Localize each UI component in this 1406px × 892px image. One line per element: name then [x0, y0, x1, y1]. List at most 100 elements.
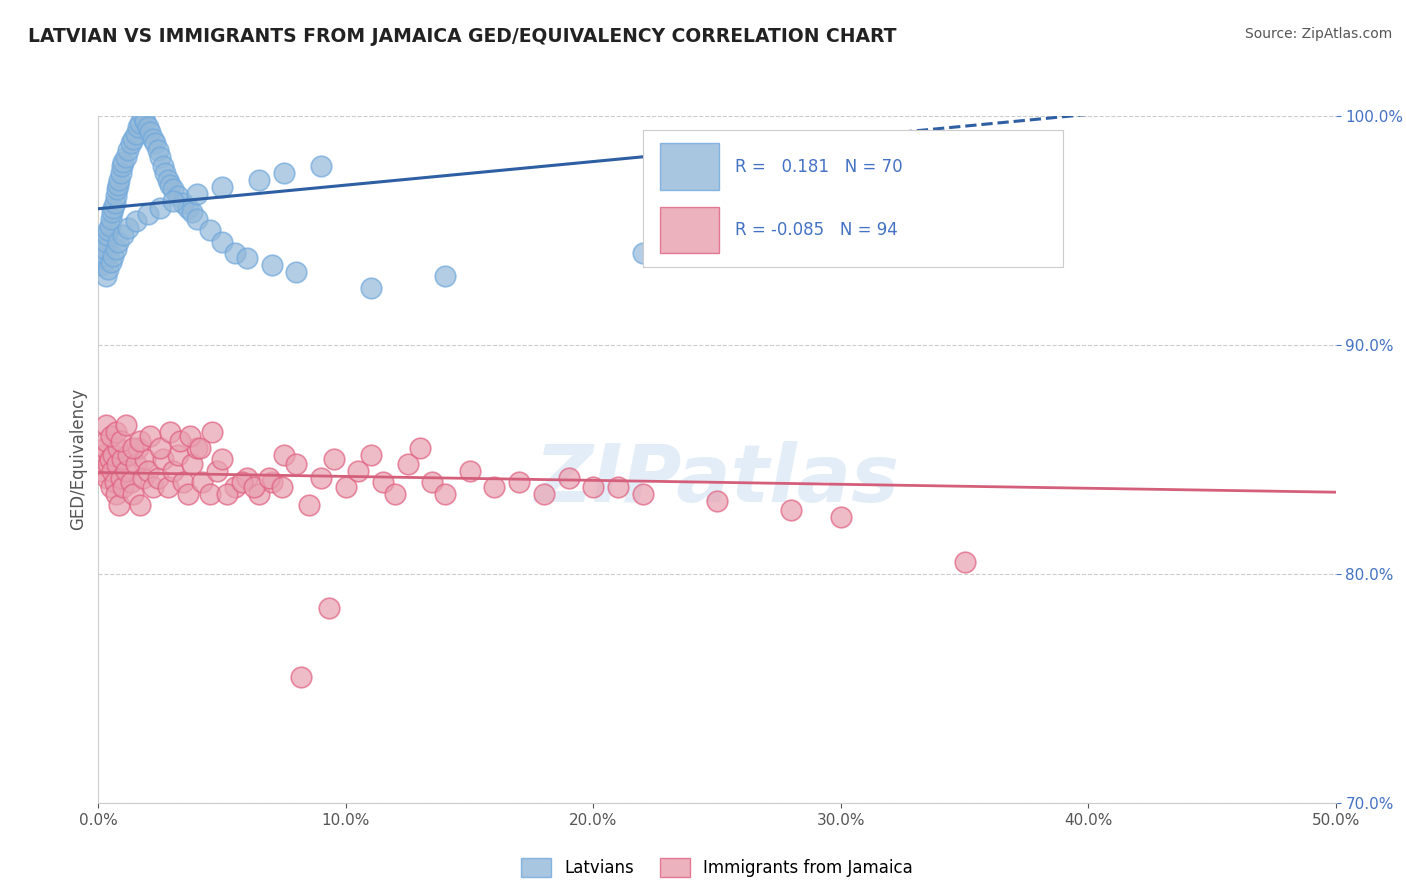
Point — [110, 471, 132, 485]
Point — [110, 166, 132, 180]
Point — [129, 434, 152, 448]
Point — [211, 180, 233, 194]
Point — [309, 471, 332, 485]
Point — [224, 480, 246, 494]
Point — [112, 480, 135, 494]
Point — [132, 471, 155, 485]
Point — [360, 281, 382, 295]
Point — [191, 475, 214, 490]
Point — [780, 502, 803, 516]
Point — [211, 452, 233, 467]
Text: LATVIAN VS IMMIGRANTS FROM JAMAICA GED/EQUIVALENCY CORRELATION CHART: LATVIAN VS IMMIGRANTS FROM JAMAICA GED/E… — [28, 27, 897, 45]
Point — [117, 144, 139, 158]
Point — [273, 166, 295, 180]
Point — [484, 480, 506, 494]
Point — [533, 487, 555, 501]
Point — [371, 475, 394, 490]
Point — [91, 457, 114, 471]
Point — [172, 475, 194, 490]
Point — [97, 262, 120, 277]
Point — [298, 498, 321, 512]
Point — [152, 159, 174, 173]
Point — [156, 480, 179, 494]
Point — [120, 136, 142, 151]
Point — [285, 457, 308, 471]
Point — [176, 201, 198, 215]
Point — [149, 201, 172, 215]
Point — [270, 480, 292, 494]
Point — [124, 128, 146, 142]
Point — [107, 235, 129, 249]
Point — [243, 480, 266, 494]
Point — [309, 159, 332, 173]
Point — [152, 452, 174, 467]
Point — [162, 194, 184, 208]
Point — [108, 173, 131, 187]
Point — [156, 173, 179, 187]
Point — [90, 258, 112, 272]
Point — [112, 154, 135, 169]
Point — [458, 464, 481, 478]
Point — [186, 441, 208, 455]
Point — [98, 452, 121, 467]
Point — [104, 487, 127, 501]
Point — [318, 601, 340, 615]
Point — [396, 457, 419, 471]
Point — [236, 251, 259, 265]
Point — [91, 251, 114, 265]
Point — [122, 132, 145, 146]
Point — [205, 464, 228, 478]
Point — [247, 487, 270, 501]
Point — [181, 457, 204, 471]
Point — [127, 441, 149, 455]
Point — [93, 242, 115, 256]
Point — [90, 464, 112, 478]
Point — [110, 434, 132, 448]
Point — [124, 457, 146, 471]
Point — [433, 487, 456, 501]
Point — [114, 418, 136, 433]
Point — [159, 425, 181, 439]
Point — [631, 487, 654, 501]
Point — [117, 448, 139, 462]
Point — [129, 116, 152, 130]
Point — [172, 196, 194, 211]
Point — [100, 480, 122, 494]
Point — [322, 452, 344, 467]
Point — [100, 255, 122, 269]
Point — [100, 429, 122, 443]
Point — [101, 464, 124, 478]
Point — [257, 471, 280, 485]
Point — [422, 475, 444, 490]
Point — [107, 441, 129, 455]
Point — [103, 475, 125, 490]
Point — [93, 246, 115, 260]
Point — [236, 471, 259, 485]
Point — [217, 487, 239, 501]
Point — [162, 464, 184, 478]
Point — [103, 196, 125, 211]
Point — [111, 452, 134, 467]
Point — [136, 464, 159, 478]
Text: ZIPatlas: ZIPatlas — [534, 441, 900, 519]
Point — [149, 150, 172, 164]
Point — [146, 144, 169, 158]
Point — [134, 452, 156, 467]
Point — [166, 189, 188, 203]
Point — [169, 434, 191, 448]
Point — [104, 242, 127, 256]
Point — [149, 441, 172, 455]
Point — [103, 201, 125, 215]
Point — [94, 418, 117, 433]
Point — [260, 258, 283, 272]
Point — [107, 178, 129, 192]
Point — [146, 471, 169, 485]
Point — [260, 475, 283, 490]
Point — [224, 246, 246, 260]
Point — [706, 493, 728, 508]
Point — [134, 113, 156, 128]
Point — [104, 425, 127, 439]
Point — [129, 498, 152, 512]
Point — [582, 480, 605, 494]
Point — [120, 475, 142, 490]
